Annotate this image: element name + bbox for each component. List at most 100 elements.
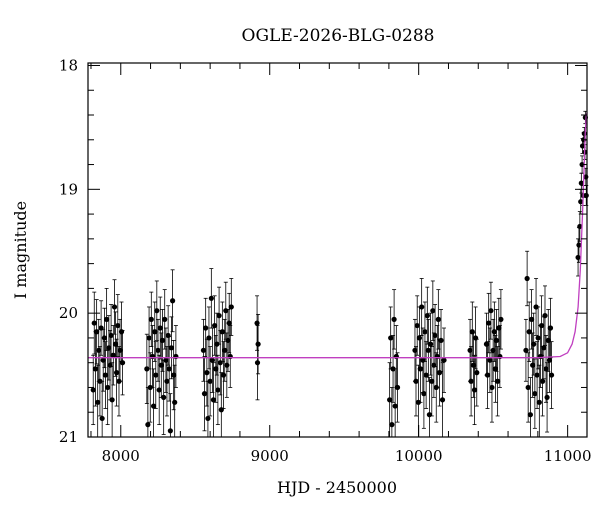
data-point xyxy=(390,366,396,372)
data-point xyxy=(223,308,229,314)
data-point xyxy=(115,322,121,329)
data-point xyxy=(471,387,478,393)
data-point xyxy=(416,335,423,341)
data-point xyxy=(575,254,581,261)
data-point xyxy=(548,372,555,378)
data-point xyxy=(430,308,436,314)
data-point xyxy=(157,325,163,331)
data-point xyxy=(538,322,545,329)
data-point xyxy=(200,347,207,353)
data-point xyxy=(491,329,497,335)
data-point xyxy=(104,316,110,322)
data-point xyxy=(228,304,234,310)
data-point xyxy=(474,370,480,376)
data-point xyxy=(394,384,401,391)
x-axis-label: HJD - 2450000 xyxy=(277,478,397,497)
data-point xyxy=(102,372,109,378)
data-point xyxy=(208,295,214,301)
data-point xyxy=(148,316,154,322)
data-point xyxy=(468,378,474,384)
model-curve xyxy=(88,112,588,359)
data-point xyxy=(438,337,444,344)
data-point xyxy=(111,304,118,310)
data-point xyxy=(95,399,101,405)
data-point xyxy=(171,372,177,378)
data-point xyxy=(147,384,153,391)
data-points xyxy=(90,110,589,438)
data-point xyxy=(112,341,119,347)
data-point xyxy=(578,199,584,205)
data-point xyxy=(145,422,151,428)
data-point xyxy=(91,320,97,326)
data-point xyxy=(206,335,212,341)
data-point xyxy=(525,384,531,391)
data-point xyxy=(158,362,164,368)
data-point xyxy=(423,372,429,378)
data-point xyxy=(581,130,587,137)
x-tick-label: 8000 xyxy=(102,447,140,465)
data-point xyxy=(526,329,532,335)
data-point xyxy=(106,345,112,351)
data-point xyxy=(100,357,106,363)
data-point xyxy=(583,192,589,199)
data-point xyxy=(432,332,438,339)
data-point xyxy=(214,341,220,347)
data-point xyxy=(165,332,171,339)
data-point xyxy=(387,397,393,403)
data-point xyxy=(150,403,157,409)
x-tick-label: 9000 xyxy=(251,447,289,465)
data-point xyxy=(412,347,418,353)
data-point xyxy=(167,428,173,434)
data-point xyxy=(484,372,491,378)
data-point xyxy=(219,329,225,335)
data-point xyxy=(110,352,116,358)
x-tick-label: 10000 xyxy=(395,447,443,465)
data-point xyxy=(119,360,126,366)
data-point xyxy=(109,397,115,403)
data-point xyxy=(486,320,492,326)
data-point xyxy=(96,347,102,353)
data-point xyxy=(226,320,232,326)
data-point xyxy=(146,335,152,341)
data-point xyxy=(392,403,398,409)
data-point xyxy=(255,341,261,347)
data-point xyxy=(254,320,260,326)
data-point xyxy=(216,313,222,319)
data-point xyxy=(210,397,217,403)
data-point xyxy=(495,378,501,384)
data-point xyxy=(577,223,583,230)
data-point xyxy=(431,362,437,368)
y-axis-label: I magnitude xyxy=(11,201,30,299)
data-point xyxy=(578,180,584,186)
data-point xyxy=(105,384,111,391)
data-point xyxy=(469,329,475,335)
data-point xyxy=(153,372,159,378)
data-point xyxy=(391,316,397,322)
data-point xyxy=(414,322,420,329)
x-tick-label: 11000 xyxy=(544,447,592,465)
data-point xyxy=(547,325,554,331)
axis-ticks: 8000 9000 10000 11000 18 19 20 21 xyxy=(59,56,592,465)
data-point xyxy=(92,366,99,372)
data-point xyxy=(215,387,221,393)
data-point xyxy=(421,391,427,397)
data-point xyxy=(534,372,540,378)
data-point xyxy=(155,347,161,353)
data-point xyxy=(164,378,170,384)
data-point xyxy=(417,366,424,372)
data-point xyxy=(108,332,114,339)
data-point xyxy=(492,366,498,372)
data-point xyxy=(207,378,213,384)
data-point xyxy=(532,391,538,397)
data-point xyxy=(168,345,175,351)
data-point xyxy=(204,370,210,376)
data-point xyxy=(94,329,100,335)
data-point xyxy=(535,335,541,341)
data-point xyxy=(152,329,158,335)
data-point xyxy=(97,378,103,384)
data-point xyxy=(533,304,539,310)
data-point xyxy=(546,357,553,363)
data-point xyxy=(415,399,421,405)
data-point xyxy=(487,357,493,363)
data-point xyxy=(528,316,535,322)
